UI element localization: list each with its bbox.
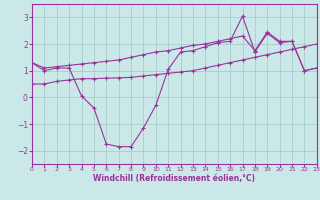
X-axis label: Windchill (Refroidissement éolien,°C): Windchill (Refroidissement éolien,°C)	[93, 174, 255, 183]
